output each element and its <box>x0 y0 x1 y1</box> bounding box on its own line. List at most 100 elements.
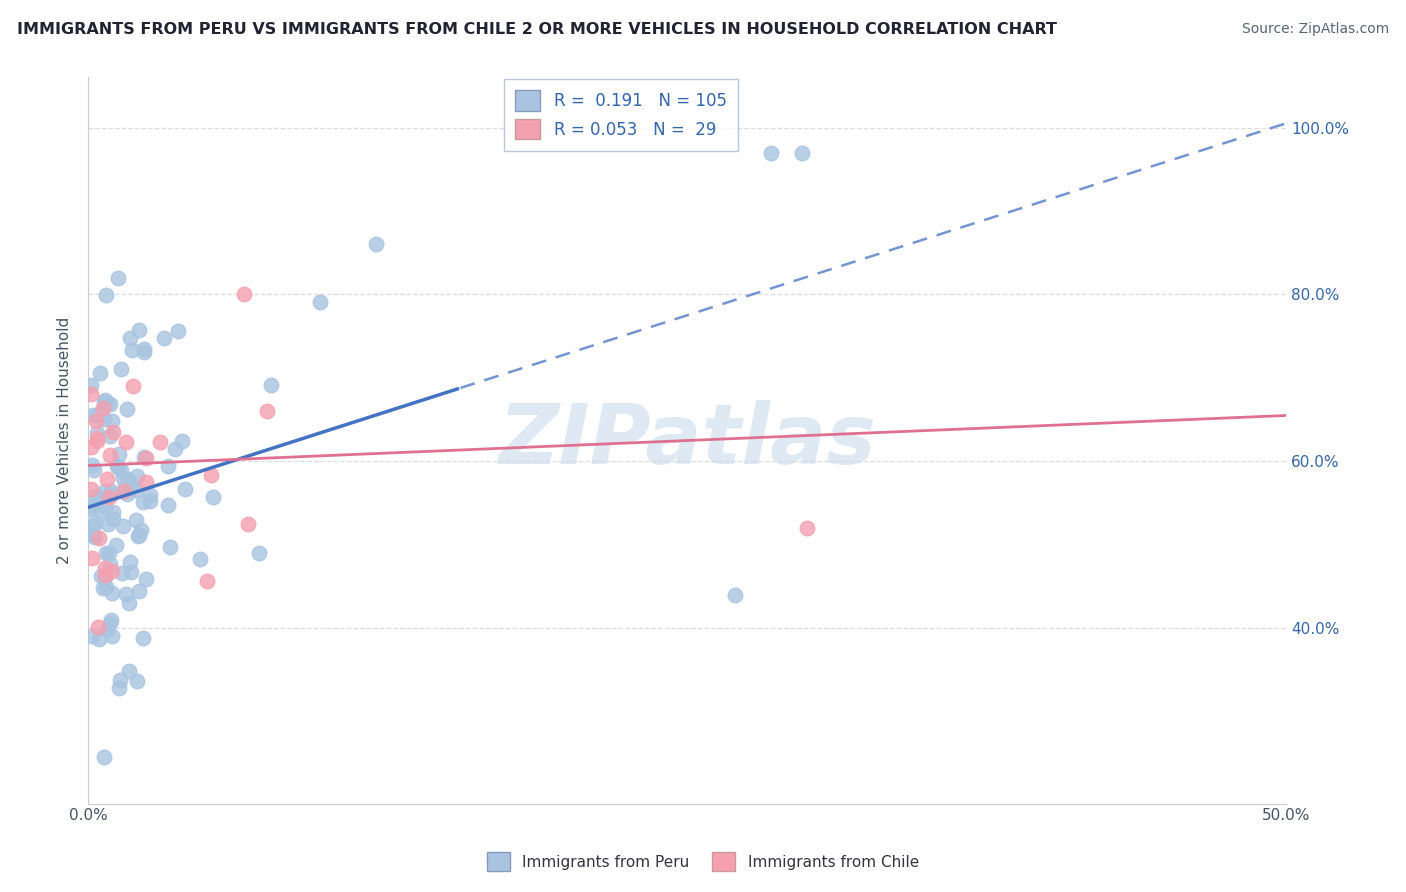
Point <box>759 145 782 160</box>
Point <box>117 472 139 486</box>
Point <box>94 570 117 584</box>
Point <box>132 495 155 509</box>
Point <box>101 564 124 578</box>
Point <box>100 448 122 462</box>
Point <box>93 395 115 409</box>
Point <box>84 489 107 503</box>
Point <box>91 581 114 595</box>
Point <box>115 487 138 501</box>
Point <box>101 586 124 600</box>
Point <box>84 530 107 544</box>
Point <box>84 414 107 428</box>
Point <box>139 488 162 502</box>
Point <box>364 237 387 252</box>
Point <box>195 574 218 588</box>
Point <box>82 458 104 473</box>
Point <box>98 491 121 505</box>
Point <box>89 632 111 647</box>
Point <box>111 470 134 484</box>
Point <box>82 629 104 643</box>
Point <box>98 546 121 560</box>
Point <box>121 343 143 357</box>
Point <box>159 540 181 554</box>
Point <box>94 500 117 514</box>
Point <box>80 499 103 513</box>
Point <box>170 434 193 448</box>
Point <box>110 463 132 477</box>
Point <box>86 434 108 448</box>
Point <box>93 412 115 426</box>
Point <box>89 504 111 518</box>
Point <box>83 529 105 543</box>
Point <box>128 528 150 542</box>
Point <box>125 674 148 689</box>
Point <box>96 546 118 560</box>
Point <box>790 145 813 160</box>
Point <box>108 447 131 461</box>
Point <box>260 377 283 392</box>
Point <box>152 331 174 345</box>
Point <box>96 580 118 594</box>
Point <box>101 414 124 428</box>
Point <box>128 323 150 337</box>
Point <box>79 483 101 497</box>
Point <box>98 429 121 443</box>
Point <box>107 270 129 285</box>
Point <box>86 493 108 508</box>
Point <box>188 551 211 566</box>
Point <box>100 613 122 627</box>
Point <box>236 516 259 531</box>
Text: Source: ZipAtlas.com: Source: ZipAtlas.com <box>1241 22 1389 37</box>
Point <box>125 512 148 526</box>
Point <box>139 493 162 508</box>
Point <box>80 551 103 566</box>
Point <box>98 397 121 411</box>
Point <box>79 502 101 516</box>
Point <box>112 518 135 533</box>
Point <box>86 431 108 445</box>
Point <box>120 476 142 491</box>
Point <box>120 555 142 569</box>
Point <box>114 480 136 494</box>
Point <box>96 396 118 410</box>
Text: IMMIGRANTS FROM PERU VS IMMIGRANTS FROM CHILE 2 OR MORE VEHICLES IN HOUSEHOLD CO: IMMIGRANTS FROM PERU VS IMMIGRANTS FROM … <box>17 22 1057 37</box>
Point <box>89 531 111 545</box>
Point <box>724 588 747 602</box>
Point <box>108 681 131 695</box>
Legend: R =  0.191   N = 105, R = 0.053   N =  29: R = 0.191 N = 105, R = 0.053 N = 29 <box>503 78 738 151</box>
Point <box>82 519 104 533</box>
Point <box>84 516 107 530</box>
Point <box>200 468 222 483</box>
Point <box>115 435 138 450</box>
Point <box>96 516 118 531</box>
Point <box>127 469 149 483</box>
Point <box>105 538 128 552</box>
Point <box>96 288 118 302</box>
Point <box>94 561 117 575</box>
Point <box>118 664 141 678</box>
Point <box>115 587 138 601</box>
Point <box>122 379 145 393</box>
Point <box>308 295 330 310</box>
Point <box>110 361 132 376</box>
Point <box>96 472 118 486</box>
Point <box>101 628 124 642</box>
Point <box>135 475 157 489</box>
Point <box>82 409 104 423</box>
Point <box>120 331 142 345</box>
Point <box>79 440 101 454</box>
Point <box>135 450 157 465</box>
Point <box>90 569 112 583</box>
Point <box>101 512 124 526</box>
Point <box>96 623 118 637</box>
Point <box>79 386 101 401</box>
Point <box>115 402 138 417</box>
Point <box>173 482 195 496</box>
Point <box>98 558 121 572</box>
Point <box>108 673 131 688</box>
Point <box>105 458 128 473</box>
Point <box>86 408 108 422</box>
Point <box>91 401 114 416</box>
Point <box>132 632 155 646</box>
Point <box>163 442 186 456</box>
